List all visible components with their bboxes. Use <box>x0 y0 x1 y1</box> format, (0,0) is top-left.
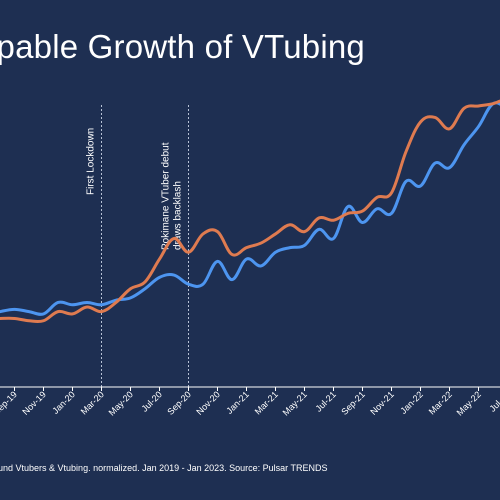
x-tick-label: Mar-20 <box>79 389 106 416</box>
x-tick-label: Jan-20 <box>50 389 77 416</box>
x-tick-label: Sep-21 <box>339 389 367 417</box>
x-tick-label: Nov-21 <box>368 389 396 417</box>
x-tick-label: Jan-22 <box>398 389 425 416</box>
x-tick-label: May-21 <box>281 389 309 417</box>
x-tick-label: Mar-22 <box>427 389 454 416</box>
chart-title: ppable Growth of VTubing <box>0 28 365 65</box>
x-tick-label: Jul-20 <box>140 389 164 413</box>
x-tick-label: Sep-19 <box>0 389 19 417</box>
x-tick-label: Jan-21 <box>224 389 251 416</box>
annotation-label: Pokimane VTuber debutdraws backlash <box>161 142 184 250</box>
x-tick-label: Jul-21 <box>314 389 338 413</box>
x-tick-label: Nov-19 <box>20 389 48 417</box>
series-line-orange <box>0 99 500 324</box>
x-tick-label: Mar-21 <box>253 389 280 416</box>
x-tick-label: May-20 <box>107 389 135 417</box>
x-tick-label: Nov-20 <box>194 389 222 417</box>
x-tick-label: Jul-22 <box>488 389 500 413</box>
source-note: around Vtubers & Vtubing. normalized. Ja… <box>0 463 328 473</box>
x-tick-label: May-22 <box>455 389 483 417</box>
annotation-label: First Lockdown <box>86 128 97 195</box>
x-tick-label: Sep-20 <box>165 389 193 417</box>
series-line-blue <box>0 101 500 316</box>
